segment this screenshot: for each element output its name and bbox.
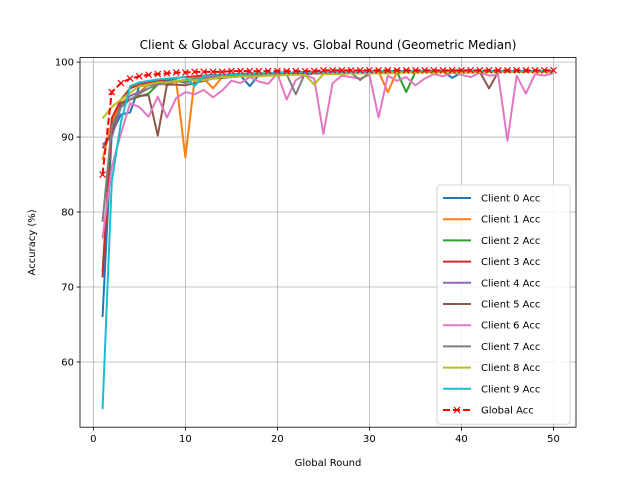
global-point-marker	[329, 66, 337, 74]
legend-label: Client 9 Acc	[481, 384, 540, 395]
global-point-marker	[522, 66, 530, 74]
legend-label: Client 7 Acc	[481, 342, 540, 353]
global-point-marker	[191, 68, 198, 76]
global-point-marker	[246, 67, 254, 75]
legend-label: Client 5 Acc	[481, 300, 540, 311]
x-tick-label: 10	[179, 434, 192, 445]
global-point-marker	[310, 67, 318, 75]
global-point-marker	[237, 67, 245, 75]
global-point-marker	[264, 67, 272, 75]
global-point-marker	[301, 67, 309, 75]
global-point-marker	[476, 66, 484, 74]
global-point-marker	[200, 68, 208, 76]
legend-label: Client 2 Acc	[481, 236, 540, 247]
y-tick-label: 80	[61, 208, 74, 219]
global-point-marker	[99, 171, 106, 178]
global-point-marker	[402, 66, 410, 74]
global-point-marker	[365, 66, 373, 74]
global-point-marker	[504, 66, 511, 74]
series-lines	[99, 66, 557, 410]
y-tick-label: 70	[61, 283, 74, 294]
global-point-marker	[218, 68, 226, 76]
x-tick-label: 50	[547, 434, 560, 445]
global-point-marker	[393, 66, 401, 74]
legend-label: Client 3 Acc	[481, 257, 540, 268]
axis-ticks: 0 10 20 30 40 50 60 70 80 90 100	[55, 58, 560, 446]
grid-lines	[80, 57, 576, 428]
x-tick-label: 40	[455, 434, 468, 445]
legend-label: Client 4 Acc	[481, 278, 540, 289]
global-point-marker	[172, 69, 180, 77]
global-point-marker	[117, 79, 125, 87]
global-point-marker	[448, 66, 456, 74]
global-point-marker	[292, 67, 300, 75]
global-point-marker	[145, 71, 152, 79]
global-point-marker	[550, 66, 557, 74]
global-point-marker	[283, 67, 291, 75]
legend-marker	[453, 406, 461, 414]
legend-label: Client 1 Acc	[481, 215, 540, 226]
legend: Client 0 Acc Client 1 Acc Client 2 Acc Clie…	[436, 184, 571, 425]
global-point-marker	[531, 66, 539, 74]
global-point-marker	[439, 66, 447, 74]
global-point-marker	[135, 72, 143, 80]
global-point-marker	[154, 70, 162, 78]
global-point-marker	[255, 67, 263, 75]
series-line-10	[101, 69, 554, 175]
global-point-marker	[513, 66, 521, 74]
legend-label: Client 6 Acc	[481, 321, 540, 332]
chart-title: Client & Global Accuracy vs. Global Roun…	[140, 38, 517, 52]
y-tick-label: 60	[61, 357, 74, 368]
global-point-marker	[540, 66, 548, 74]
global-point-marker	[384, 66, 392, 74]
x-tick-label: 0	[90, 434, 96, 445]
global-point-marker	[209, 68, 217, 76]
global-point-marker	[375, 66, 383, 74]
global-point-marker	[347, 66, 355, 74]
global-point-marker	[494, 66, 502, 74]
global-point-marker	[458, 66, 465, 74]
legend-label: Client 0 Acc	[481, 194, 540, 205]
plot-frame	[79, 57, 577, 428]
global-point-marker	[356, 66, 364, 74]
global-point-marker	[181, 69, 189, 77]
global-point-marker	[163, 69, 171, 77]
y-tick-label: 90	[61, 133, 74, 144]
x-tick-label: 30	[363, 434, 376, 445]
global-point-marker	[430, 66, 438, 74]
global-point-marker	[411, 66, 419, 74]
global-point-marker	[319, 66, 327, 74]
global-point-marker	[126, 75, 134, 83]
legend-label: Client 8 Acc	[481, 363, 540, 374]
legend-label: Global Acc	[481, 406, 534, 417]
global-point-marker	[273, 67, 281, 75]
global-point-marker	[227, 67, 235, 75]
y-tick-label: 100	[55, 58, 74, 69]
global-point-marker	[338, 66, 346, 74]
y-axis-label: Accuracy (%)	[27, 209, 38, 275]
global-point-marker	[108, 88, 116, 96]
x-axis-label: Global Round	[295, 458, 362, 469]
series-line-6	[101, 71, 554, 239]
global-point-marker	[485, 66, 493, 74]
x-tick-label: 20	[271, 434, 284, 445]
global-point-marker	[421, 66, 429, 74]
legend-box	[436, 184, 571, 425]
global-point-marker	[467, 66, 475, 74]
